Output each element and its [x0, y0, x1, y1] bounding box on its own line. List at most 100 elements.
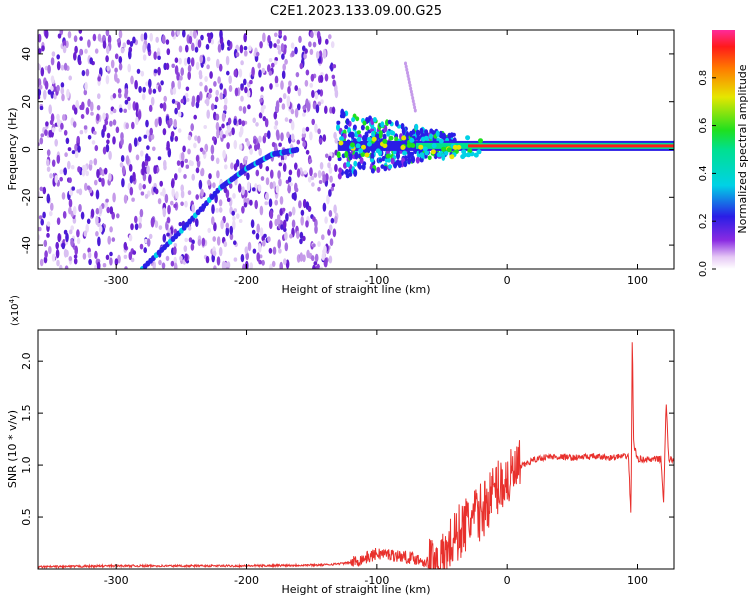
noise-cell	[273, 43, 277, 48]
noise-cell	[207, 179, 211, 186]
signal-blob	[410, 143, 416, 148]
noise-cell	[302, 127, 306, 135]
noise-cell	[210, 144, 215, 155]
noise-cell	[173, 243, 178, 248]
signal-blob	[356, 136, 362, 142]
noise-cell	[247, 104, 251, 110]
noise-cell	[215, 121, 220, 131]
x-tick-label: -200	[234, 574, 259, 587]
noise-cell	[218, 246, 223, 257]
noise-cell	[303, 170, 308, 175]
noise-cell	[213, 104, 218, 110]
noise-cell	[239, 44, 244, 54]
noise-cell	[96, 105, 101, 111]
noise-cell	[174, 65, 179, 75]
chirp-cell	[294, 146, 300, 153]
noise-cell	[288, 169, 293, 176]
noise-cell	[244, 246, 249, 254]
noise-cell	[211, 216, 215, 226]
noise-cell	[316, 30, 321, 40]
noise-cell	[65, 137, 70, 144]
noise-cell	[313, 172, 318, 178]
noise-cell	[50, 202, 54, 211]
noise-cell	[86, 218, 91, 225]
signal-cell	[414, 123, 419, 131]
noise-cell	[47, 89, 52, 95]
noise-cell	[177, 79, 182, 90]
noise-cell	[187, 134, 192, 141]
noise-cell	[285, 212, 289, 222]
noise-cell	[283, 227, 287, 232]
noise-cell	[148, 78, 152, 89]
noise-cell	[256, 252, 261, 262]
noise-cell	[114, 258, 119, 266]
noise-cell	[325, 38, 329, 45]
y-tick-label: 20	[20, 95, 33, 109]
noise-cell	[94, 179, 98, 186]
signal-blob	[355, 143, 361, 149]
noise-cell	[200, 188, 204, 197]
noise-cell	[226, 197, 231, 202]
noise-cell	[294, 108, 299, 118]
noise-cell	[142, 43, 146, 53]
noise-cell	[302, 105, 307, 111]
noise-cell	[226, 39, 231, 47]
noise-cell	[276, 39, 281, 44]
noise-cell	[287, 86, 291, 95]
noise-cell	[263, 233, 267, 238]
noise-cell	[174, 57, 179, 63]
noise-cell	[328, 224, 333, 231]
noise-cell	[278, 178, 282, 187]
noise-cell	[132, 250, 137, 255]
signal-cell	[380, 164, 385, 169]
signal-cell	[419, 158, 424, 163]
noise-cell	[56, 118, 61, 127]
signal-cell	[359, 157, 364, 164]
noise-cell	[162, 34, 166, 45]
noise-cell	[194, 46, 199, 53]
snr-scale-suffix: )	[10, 295, 21, 299]
y-tick-label: 1.0	[20, 456, 33, 474]
noise-cell	[48, 129, 52, 138]
noise-cell	[328, 189, 332, 197]
noise-cell	[178, 45, 183, 53]
signal-cell	[390, 157, 395, 165]
noise-cell	[267, 236, 271, 243]
noise-cell	[140, 150, 144, 157]
noise-cell	[243, 202, 248, 208]
noise-cell	[213, 222, 217, 232]
signal-cell	[380, 121, 385, 128]
noise-cell	[90, 208, 95, 218]
noise-cell	[315, 104, 320, 114]
noise-cell	[302, 235, 306, 242]
noise-cell	[124, 99, 129, 105]
noise-cell	[258, 112, 263, 119]
noise-cell	[38, 95, 41, 100]
noise-cell	[84, 81, 88, 91]
noise-cell	[182, 30, 186, 38]
y-tick-label: -20	[20, 188, 33, 206]
noise-cell	[125, 155, 130, 165]
noise-cell	[174, 173, 178, 181]
noise-cell	[153, 69, 158, 74]
spectrogram-x-axis-label: Height of straight line (km)	[281, 283, 430, 296]
noise-cell	[163, 164, 167, 171]
noise-cell	[94, 250, 98, 259]
noise-cell	[294, 162, 298, 170]
signal-cell	[395, 150, 400, 156]
noise-cell	[118, 62, 123, 71]
noise-cell	[77, 145, 81, 153]
noise-cell	[76, 135, 80, 144]
noise-cell	[240, 254, 245, 263]
noise-cell	[176, 160, 181, 167]
noise-cell	[304, 79, 309, 87]
noise-cell	[244, 189, 248, 198]
noise-cell	[109, 226, 113, 233]
y-tick-label: 1.5	[20, 404, 33, 422]
noise-cell	[210, 154, 215, 162]
noise-cell	[218, 207, 223, 213]
noise-cell	[262, 105, 266, 110]
signal-cell	[387, 157, 391, 163]
noise-cell	[271, 141, 276, 148]
noise-cell	[59, 176, 63, 182]
